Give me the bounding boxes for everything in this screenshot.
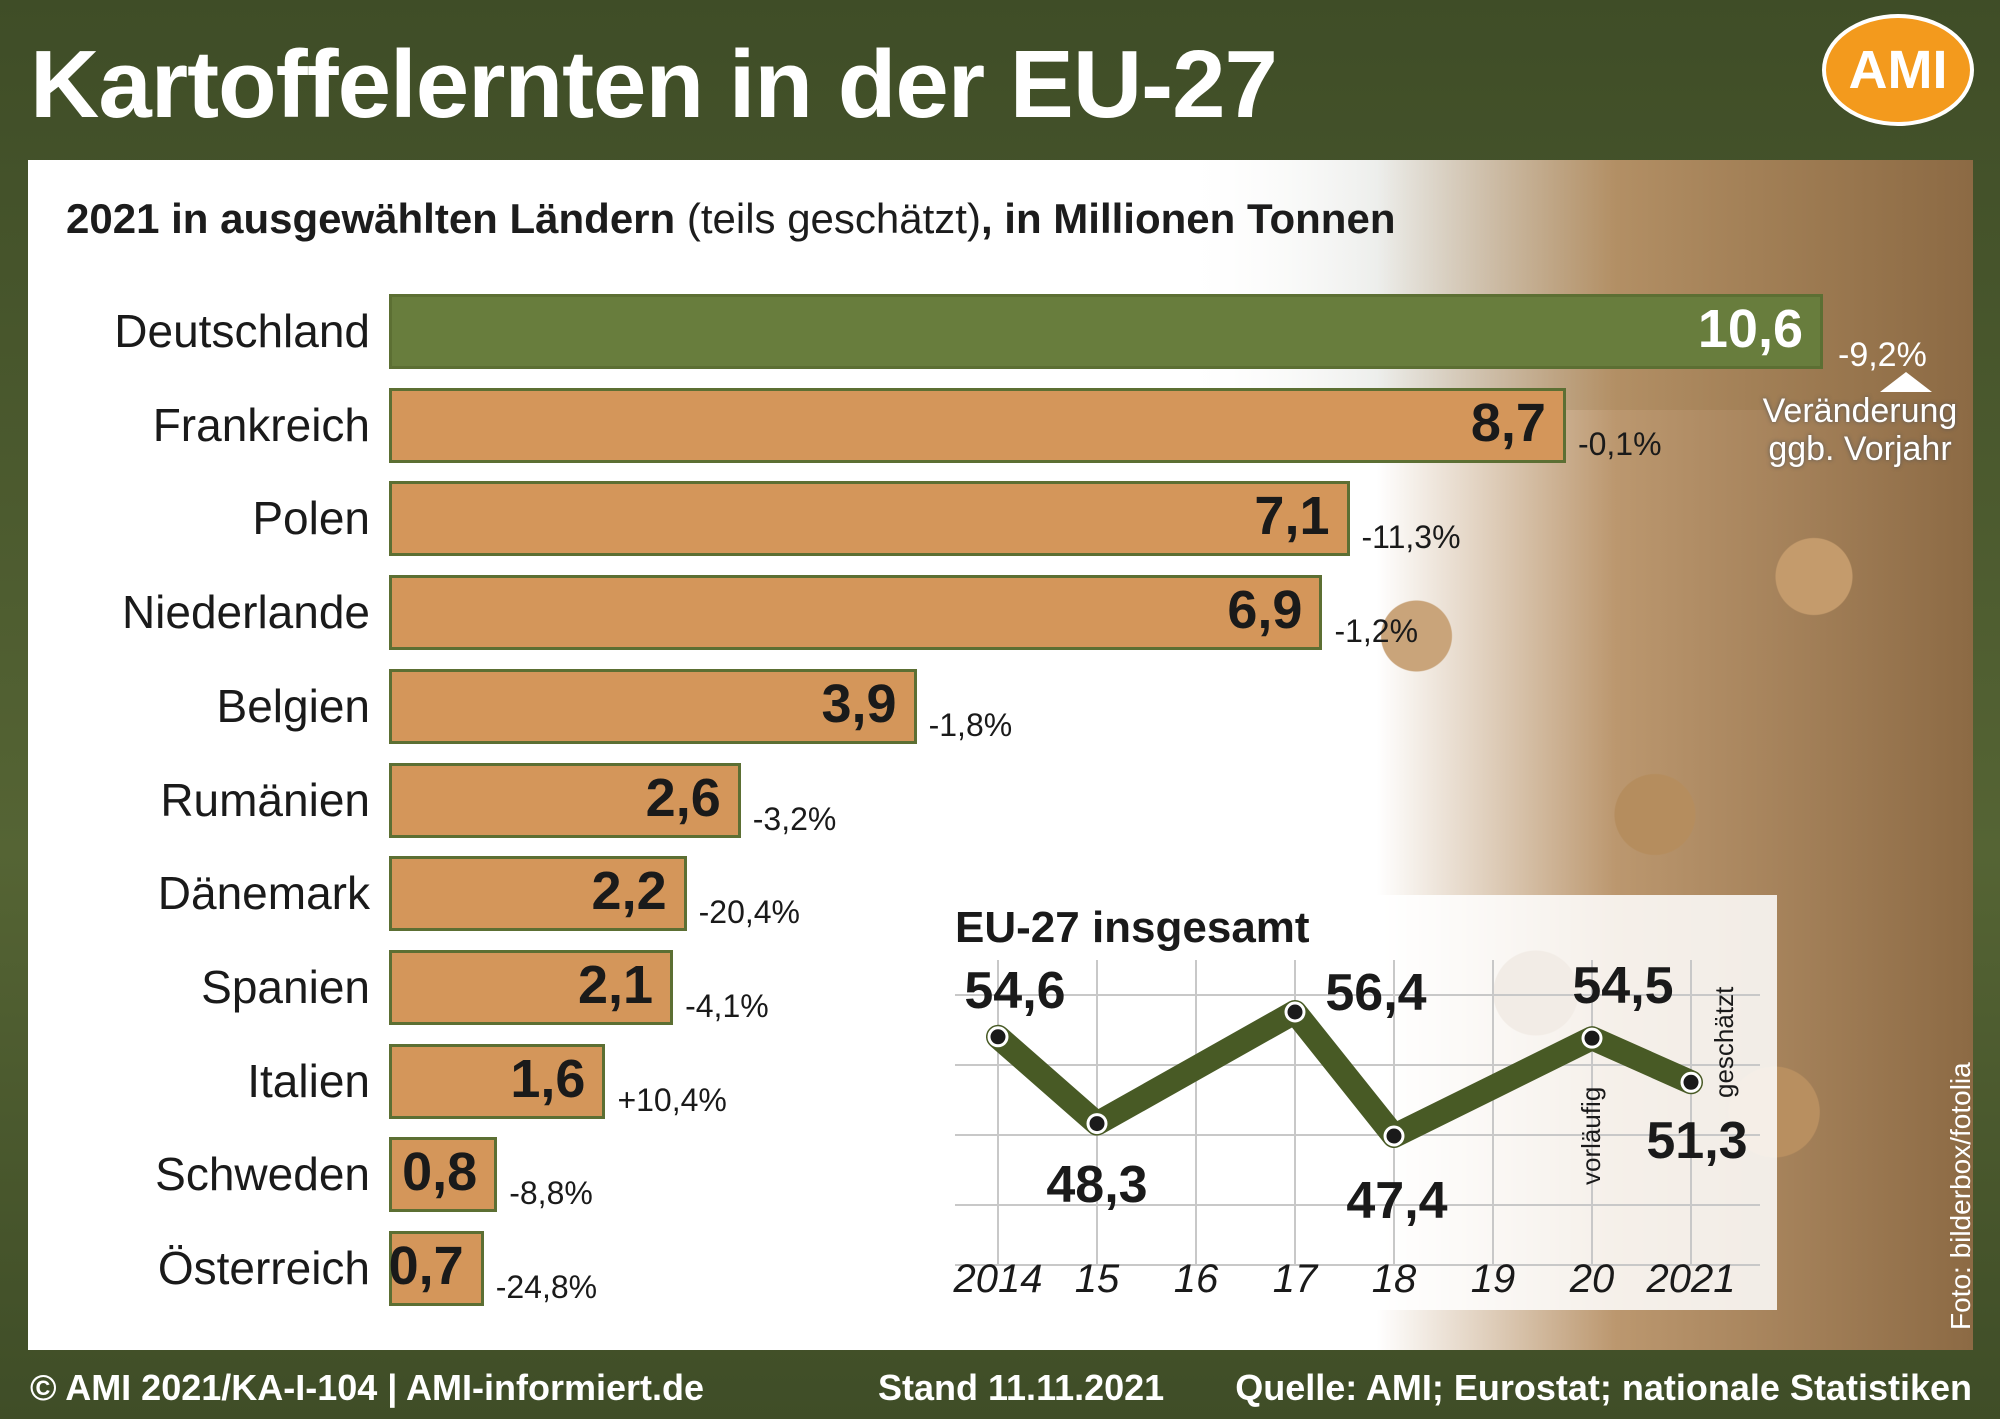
bar-value-label: 2,2 bbox=[591, 861, 667, 922]
bar-value-label: 2,6 bbox=[645, 767, 721, 828]
subtitle-part-b: , in Millionen Tonnen bbox=[980, 195, 1396, 242]
country-label: Österreich bbox=[157, 1242, 370, 1294]
country-label: Niederlande bbox=[121, 586, 370, 639]
chart-subtitle: 2021 in ausgewählten Ländern (teils gesc… bbox=[66, 195, 1395, 243]
change-legend-line2: ggb. Vorjahr bbox=[1768, 430, 1952, 468]
subtitle-part-normal: (teils geschätzt) bbox=[675, 195, 981, 242]
country-label: Spanien bbox=[201, 960, 370, 1013]
change-label: -11,3% bbox=[1361, 519, 1461, 556]
country-label: Rumänien bbox=[160, 773, 370, 826]
bar bbox=[389, 481, 1350, 557]
change-label: -1,2% bbox=[1334, 613, 1419, 650]
eu27-inset bbox=[940, 895, 1777, 1310]
bar bbox=[389, 856, 687, 932]
bar-value-label: 0,7 bbox=[388, 1236, 464, 1296]
change-label: +10,4% bbox=[617, 1081, 727, 1118]
change-label: -1,8% bbox=[928, 706, 1013, 743]
footer-copyright: © AMI 2021/KA-I-104 | AMI-informiert.de bbox=[30, 1367, 705, 1408]
change-label: -4,1% bbox=[685, 987, 769, 1024]
bar bbox=[389, 1137, 498, 1213]
bar bbox=[389, 1231, 484, 1306]
bar bbox=[389, 668, 917, 744]
bar-value-label: 10,6 bbox=[1697, 299, 1803, 359]
footer-date: Stand 11.11.2021 bbox=[878, 1367, 1165, 1408]
change-label: -0,1% bbox=[1577, 425, 1662, 462]
bar bbox=[389, 1043, 606, 1119]
bar bbox=[389, 575, 1323, 651]
change-legend-arrow-icon bbox=[1880, 372, 1932, 392]
change-legend-line1: Veränderung bbox=[1762, 392, 1958, 430]
country-label: Schweden bbox=[155, 1148, 370, 1201]
bar-value-label: 3,9 bbox=[821, 673, 897, 734]
bar bbox=[389, 949, 674, 1025]
country-label: Belgien bbox=[216, 679, 370, 732]
change-label: -20,4% bbox=[698, 894, 800, 931]
change-label: -3,2% bbox=[752, 800, 837, 837]
country-label: Dänemark bbox=[157, 867, 370, 920]
bar-value-label: 8,7 bbox=[1470, 392, 1546, 453]
subtitle-part-a: 2021 in ausgewählten Ländern bbox=[66, 195, 676, 242]
change-label-deutschland: -9,2% bbox=[1838, 336, 1927, 374]
bar-value-label: 7,1 bbox=[1254, 486, 1330, 547]
bar-value-label: 2,1 bbox=[578, 954, 654, 1015]
country-label: Polen bbox=[252, 492, 370, 545]
change-label: -24,8% bbox=[495, 1269, 598, 1305]
country-label: Deutschland bbox=[114, 305, 370, 357]
country-label: Frankreich bbox=[152, 398, 370, 451]
footer-source: Quelle: AMI; Eurostat; nationale Statist… bbox=[1235, 1367, 1972, 1408]
change-legend: Veränderung ggb. Vorjahr bbox=[1740, 392, 1980, 468]
page-title: Kartoffelernten in der EU-27 bbox=[30, 31, 1278, 138]
bar bbox=[389, 294, 1823, 369]
inset-title: EU-27 insgesamt bbox=[955, 903, 1310, 952]
bar-value-label: 6,9 bbox=[1227, 580, 1303, 641]
bar bbox=[389, 387, 1566, 463]
ami-logo: AMI bbox=[1822, 14, 1974, 126]
photo-credit: Foto: bilderbox/fotolia bbox=[1945, 1062, 1976, 1330]
change-label: -8,8% bbox=[509, 1175, 593, 1212]
country-label: Italien bbox=[247, 1054, 370, 1107]
bar-value-label: 1,6 bbox=[510, 1048, 586, 1109]
bar-value-label: 0,8 bbox=[402, 1142, 478, 1203]
bar bbox=[389, 762, 741, 838]
